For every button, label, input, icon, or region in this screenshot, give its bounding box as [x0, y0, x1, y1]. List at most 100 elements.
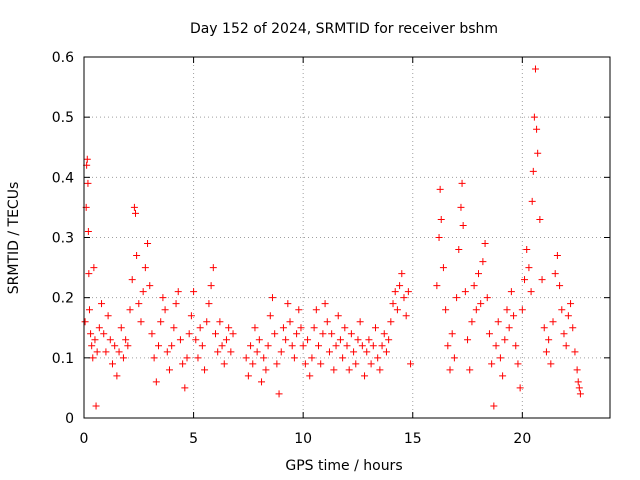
data-point [301, 360, 309, 368]
data-point [124, 342, 132, 350]
data-point [87, 330, 95, 338]
data-point [350, 348, 358, 356]
data-point [148, 330, 156, 338]
data-point [475, 270, 482, 278]
data-point [551, 270, 559, 278]
data-point [387, 318, 395, 326]
data-point [194, 354, 202, 362]
data-point [530, 113, 538, 121]
data-point [201, 366, 209, 374]
data-point [534, 149, 542, 157]
data-points [81, 65, 584, 410]
data-point [92, 402, 100, 410]
data-point [137, 318, 145, 326]
data-point [343, 342, 351, 350]
data-point [253, 348, 261, 356]
data-point [323, 318, 331, 326]
data-point [196, 324, 204, 332]
data-point [247, 342, 255, 350]
data-point [225, 324, 233, 332]
data-point [499, 372, 507, 380]
data-point [111, 342, 119, 350]
x-tick-label: 10 [294, 431, 312, 447]
plot-frame [83, 56, 611, 419]
data-point [310, 324, 318, 332]
data-point [488, 360, 496, 368]
y-tick-label: 0.5 [52, 110, 74, 126]
data-point [512, 342, 520, 350]
data-point [540, 324, 548, 332]
data-point [439, 264, 447, 272]
data-point [100, 330, 108, 338]
data-point [345, 366, 353, 374]
data-point [436, 185, 444, 193]
data-point [569, 324, 577, 332]
data-point [505, 324, 513, 332]
data-point [481, 240, 489, 248]
data-point [216, 318, 224, 326]
data-point [122, 336, 130, 344]
data-point [378, 342, 386, 350]
data-point [444, 342, 452, 350]
data-point [507, 288, 515, 296]
data-point [328, 330, 336, 338]
data-point [477, 300, 485, 308]
data-point [523, 246, 531, 254]
data-point [218, 342, 226, 350]
data-point [198, 342, 206, 350]
data-point [203, 318, 211, 326]
data-point [510, 312, 518, 320]
data-point [339, 354, 347, 362]
y-tick-label: 0.6 [52, 50, 74, 66]
x-axis-label: GPS time / hours [285, 458, 402, 474]
data-point [433, 282, 441, 290]
y-tick-label: 0.2 [52, 291, 74, 307]
data-point [268, 294, 276, 302]
data-point [133, 252, 141, 260]
data-point [464, 336, 472, 344]
x-tick-label: 0 [80, 431, 89, 447]
data-point [190, 288, 198, 296]
data-point [150, 354, 158, 362]
data-point [361, 372, 369, 380]
data-point [290, 354, 298, 362]
data-point [549, 318, 557, 326]
data-point [113, 372, 121, 380]
data-point [458, 179, 466, 187]
data-point [165, 366, 173, 374]
data-point [545, 336, 553, 344]
data-point [389, 300, 397, 308]
data-point [459, 221, 467, 229]
data-point [183, 354, 191, 362]
data-point [244, 372, 252, 380]
data-point [179, 360, 187, 368]
data-point [209, 264, 217, 272]
data-point [396, 282, 404, 290]
data-point [227, 348, 235, 356]
data-point [262, 366, 270, 374]
data-point [84, 179, 92, 187]
data-point [358, 342, 366, 350]
data-point [556, 282, 564, 290]
data-point [115, 348, 123, 356]
data-point [144, 240, 152, 248]
data-point [442, 306, 450, 314]
data-point [306, 372, 314, 380]
data-point [374, 354, 382, 362]
grid [84, 57, 610, 418]
data-point [260, 354, 268, 362]
data-point [529, 167, 537, 175]
data-point [192, 336, 200, 344]
data-point [163, 348, 171, 356]
data-point [453, 294, 461, 302]
data-point [501, 336, 509, 344]
data-point [106, 336, 114, 344]
chart-title: Day 152 of 2024, SRMTID for receiver bsh… [190, 21, 498, 37]
data-point [576, 390, 584, 398]
data-point [371, 324, 379, 332]
data-point [391, 288, 399, 296]
y-tick-label: 0.1 [52, 351, 74, 367]
data-point [81, 318, 89, 326]
data-point [222, 336, 230, 344]
